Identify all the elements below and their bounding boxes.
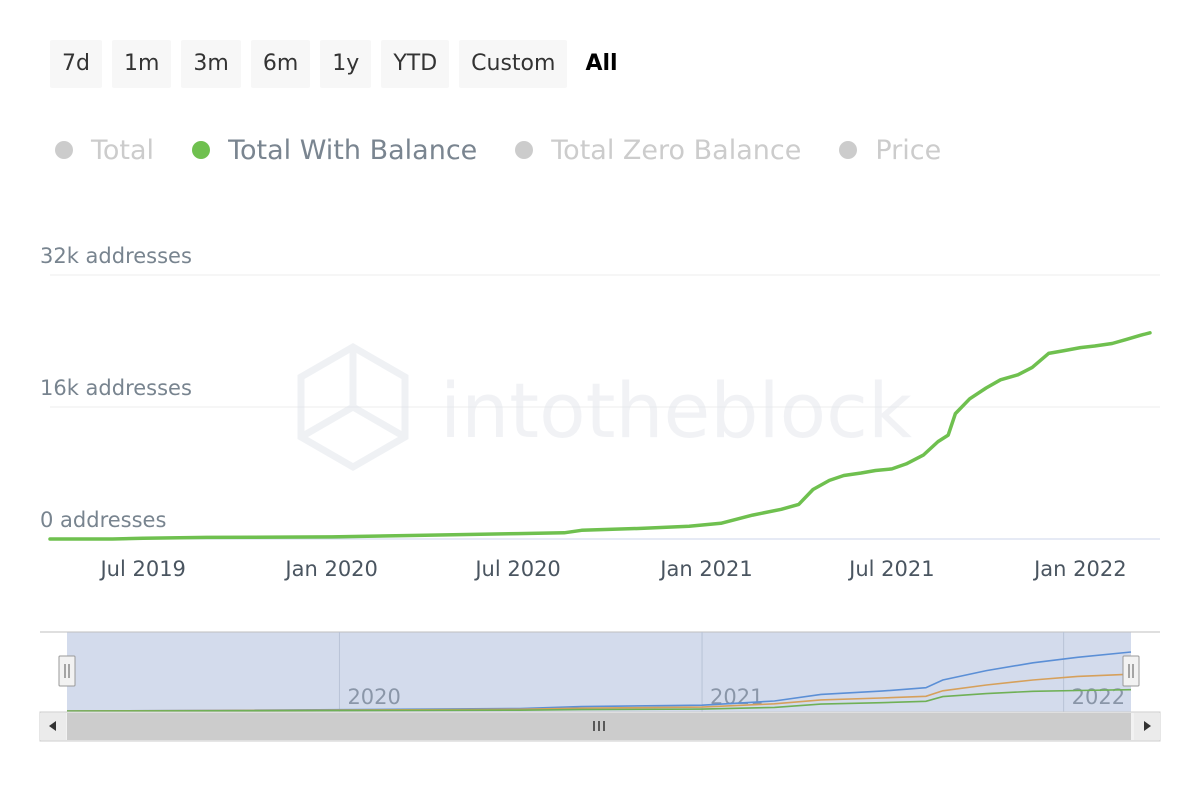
x-tick-label: Jan 2020 [283, 557, 378, 581]
legend-label: Total [91, 134, 155, 166]
intotheblock-logo-watermark: intotheblock [297, 342, 912, 472]
watermark-text: intotheblock [440, 366, 912, 455]
x-tick-label: Jul 2019 [98, 557, 185, 581]
legend-item-total-zero-balance[interactable]: Total Zero Balance [515, 135, 801, 166]
x-tick-label: Jan 2022 [1032, 557, 1127, 581]
x-tick-label: Jan 2021 [658, 557, 753, 581]
navigator-series-line [66, 673, 1132, 712]
navigator-selected-range [67, 632, 1131, 712]
range-button-3m[interactable]: 3m [181, 40, 241, 88]
series-line-total-with-balance[interactable] [48, 331, 1152, 541]
y-tick-label: 0 addresses [40, 508, 166, 532]
legend-dot-icon [55, 141, 73, 159]
legend-label: Price [875, 134, 942, 166]
legend-label: Total Zero Balance [551, 134, 802, 166]
legend-dot-icon [515, 141, 534, 159]
chart-legend: Total Total With Balance Total Zero Balanc… [55, 128, 979, 172]
range-button-1m[interactable]: 1m [111, 40, 172, 88]
range-button-6m[interactable]: 6m [250, 40, 311, 88]
legend-dot-icon [839, 141, 858, 159]
y-tick-label: 32k addresses [40, 244, 192, 268]
legend-item-total[interactable]: Total [55, 135, 154, 166]
navigator-year-label: 2020 [347, 685, 400, 709]
legend-item-total-with-balance[interactable]: Total With Balance [192, 135, 477, 166]
x-tick-label: Jul 2021 [847, 557, 934, 581]
legend-label: Total With Balance [228, 134, 478, 166]
range-button-custom[interactable]: Custom [459, 40, 568, 88]
x-tick-label: Jul 2020 [473, 557, 560, 581]
navigator-right-handle[interactable] [1122, 655, 1140, 687]
navigator-left-handle[interactable] [58, 655, 76, 687]
y-tick-label: 16k addresses [40, 376, 192, 400]
legend-item-price[interactable]: Price [839, 135, 941, 166]
chevron-right-icon [1144, 721, 1151, 731]
range-button-ytd[interactable]: YTD [381, 40, 450, 88]
range-selector: 7d 1m 3m 6m 1y YTD Custom All [50, 40, 636, 88]
navigator-series-line [66, 651, 1132, 712]
navigator-year-label: 2022 [1072, 685, 1125, 709]
range-button-1y[interactable]: 1y [320, 40, 372, 88]
range-button-7d[interactable]: 7d [50, 40, 102, 88]
legend-dot-icon [192, 141, 211, 159]
navigator-series-line [66, 688, 1132, 712]
range-button-all[interactable]: All [585, 51, 618, 76]
chevron-left-icon [49, 721, 56, 731]
